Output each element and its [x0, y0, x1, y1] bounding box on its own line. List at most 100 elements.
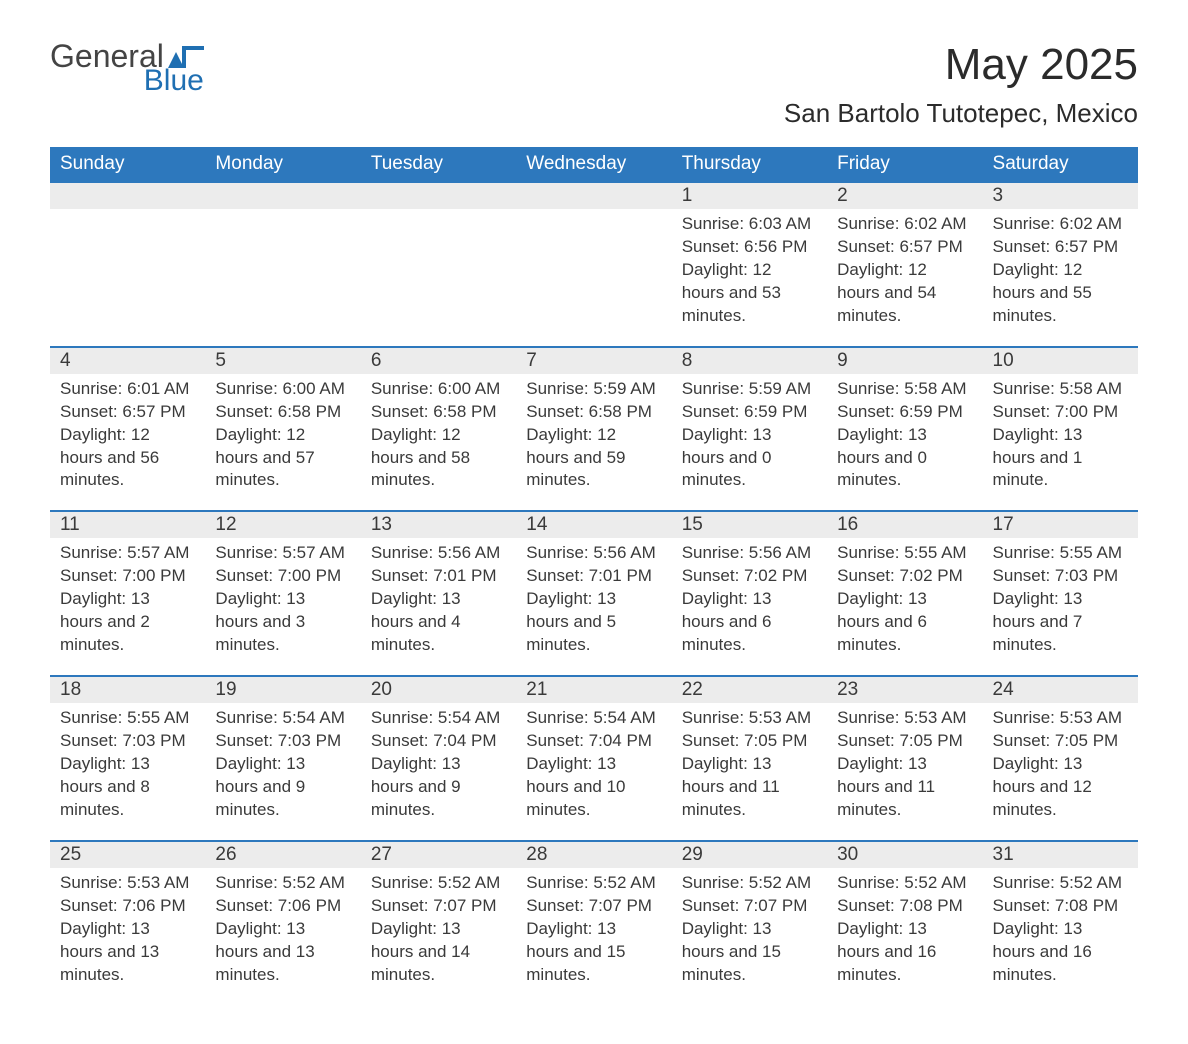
logo-word-blue: Blue	[50, 66, 204, 96]
sunset-text: Sunset: 7:05 PM	[993, 730, 1128, 753]
day-number-cell: 8	[672, 347, 827, 374]
day-number-cell: 3	[983, 182, 1138, 209]
sunrise-text: Sunrise: 5:53 AM	[837, 707, 972, 730]
calendar-body: 123Sunrise: 6:03 AMSunset: 6:56 PMDaylig…	[50, 182, 1138, 1004]
daynum-row: 11121314151617	[50, 511, 1138, 538]
sunrise-text: Sunrise: 6:02 AM	[837, 213, 972, 236]
day-detail-cell: Sunrise: 5:52 AMSunset: 7:07 PMDaylight:…	[516, 868, 671, 1005]
sunrise-text: Sunrise: 5:58 AM	[993, 378, 1128, 401]
sunrise-text: Sunrise: 6:01 AM	[60, 378, 195, 401]
sunrise-text: Sunrise: 5:52 AM	[682, 872, 817, 895]
sunrise-text: Sunrise: 5:55 AM	[60, 707, 195, 730]
day-detail-cell: Sunrise: 5:59 AMSunset: 6:58 PMDaylight:…	[516, 374, 671, 512]
day-number-cell: 17	[983, 511, 1138, 538]
day-number-cell: 6	[361, 347, 516, 374]
daylight-text: Daylight: 12 hours and 55 minutes.	[993, 259, 1128, 328]
day-detail-cell: Sunrise: 6:02 AMSunset: 6:57 PMDaylight:…	[827, 209, 982, 347]
daylight-text: Daylight: 13 hours and 7 minutes.	[993, 588, 1128, 657]
sunrise-text: Sunrise: 5:52 AM	[215, 872, 350, 895]
day-detail-cell: Sunrise: 6:02 AMSunset: 6:57 PMDaylight:…	[983, 209, 1138, 347]
sunset-text: Sunset: 7:07 PM	[371, 895, 506, 918]
sunrise-text: Sunrise: 5:52 AM	[837, 872, 972, 895]
daynum-row: 25262728293031	[50, 841, 1138, 868]
sunset-text: Sunset: 7:03 PM	[60, 730, 195, 753]
day-number-cell: 5	[205, 347, 360, 374]
daynum-row: 18192021222324	[50, 676, 1138, 703]
daylight-text: Daylight: 13 hours and 8 minutes.	[60, 753, 195, 822]
day-number-cell: 19	[205, 676, 360, 703]
day-detail-cell: Sunrise: 5:58 AMSunset: 6:59 PMDaylight:…	[827, 374, 982, 512]
day-number-cell: 9	[827, 347, 982, 374]
sunset-text: Sunset: 7:05 PM	[682, 730, 817, 753]
day-number-cell	[361, 182, 516, 209]
day-detail-cell	[50, 209, 205, 347]
sunset-text: Sunset: 7:00 PM	[215, 565, 350, 588]
day-number-cell: 11	[50, 511, 205, 538]
day-detail-cell: Sunrise: 5:52 AMSunset: 7:06 PMDaylight:…	[205, 868, 360, 1005]
day-detail-cell: Sunrise: 6:01 AMSunset: 6:57 PMDaylight:…	[50, 374, 205, 512]
daylight-text: Daylight: 13 hours and 16 minutes.	[837, 918, 972, 987]
sunrise-text: Sunrise: 5:54 AM	[526, 707, 661, 730]
daylight-text: Daylight: 12 hours and 59 minutes.	[526, 424, 661, 493]
daylight-text: Daylight: 13 hours and 15 minutes.	[526, 918, 661, 987]
calendar-table: Sunday Monday Tuesday Wednesday Thursday…	[50, 147, 1138, 1004]
sunrise-text: Sunrise: 5:52 AM	[993, 872, 1128, 895]
day-detail-cell: Sunrise: 5:57 AMSunset: 7:00 PMDaylight:…	[50, 538, 205, 676]
daylight-text: Daylight: 13 hours and 10 minutes.	[526, 753, 661, 822]
sunset-text: Sunset: 7:08 PM	[837, 895, 972, 918]
day-number-cell: 24	[983, 676, 1138, 703]
daylight-text: Daylight: 12 hours and 56 minutes.	[60, 424, 195, 493]
day-detail-cell: Sunrise: 5:53 AMSunset: 7:05 PMDaylight:…	[827, 703, 982, 841]
day-detail-cell: Sunrise: 6:00 AMSunset: 6:58 PMDaylight:…	[205, 374, 360, 512]
sunset-text: Sunset: 7:06 PM	[60, 895, 195, 918]
day-number-cell: 31	[983, 841, 1138, 868]
daylight-text: Daylight: 12 hours and 57 minutes.	[215, 424, 350, 493]
sunset-text: Sunset: 7:02 PM	[682, 565, 817, 588]
sunrise-text: Sunrise: 5:55 AM	[837, 542, 972, 565]
title-block: May 2025 San Bartolo Tutotepec, Mexico	[784, 40, 1138, 129]
day-detail-cell: Sunrise: 5:57 AMSunset: 7:00 PMDaylight:…	[205, 538, 360, 676]
day-detail-cell: Sunrise: 5:55 AMSunset: 7:02 PMDaylight:…	[827, 538, 982, 676]
sunset-text: Sunset: 7:07 PM	[526, 895, 661, 918]
day-detail-cell: Sunrise: 5:52 AMSunset: 7:07 PMDaylight:…	[361, 868, 516, 1005]
day-detail-cell: Sunrise: 5:55 AMSunset: 7:03 PMDaylight:…	[50, 703, 205, 841]
day-detail-cell: Sunrise: 5:53 AMSunset: 7:05 PMDaylight:…	[983, 703, 1138, 841]
detail-row: Sunrise: 5:53 AMSunset: 7:06 PMDaylight:…	[50, 868, 1138, 1005]
sunrise-text: Sunrise: 5:57 AM	[215, 542, 350, 565]
day-detail-cell: Sunrise: 5:53 AMSunset: 7:06 PMDaylight:…	[50, 868, 205, 1005]
sunrise-text: Sunrise: 6:00 AM	[371, 378, 506, 401]
sunrise-text: Sunrise: 5:54 AM	[215, 707, 350, 730]
day-number-cell: 2	[827, 182, 982, 209]
weekday-header: Saturday	[983, 147, 1138, 182]
daylight-text: Daylight: 13 hours and 6 minutes.	[837, 588, 972, 657]
day-number-cell: 4	[50, 347, 205, 374]
sunrise-text: Sunrise: 5:57 AM	[60, 542, 195, 565]
daylight-text: Daylight: 13 hours and 1 minute.	[993, 424, 1128, 493]
sunset-text: Sunset: 6:59 PM	[682, 401, 817, 424]
day-detail-cell: Sunrise: 5:58 AMSunset: 7:00 PMDaylight:…	[983, 374, 1138, 512]
weekday-row: Sunday Monday Tuesday Wednesday Thursday…	[50, 147, 1138, 182]
sunset-text: Sunset: 7:04 PM	[371, 730, 506, 753]
day-number-cell: 12	[205, 511, 360, 538]
day-number-cell: 15	[672, 511, 827, 538]
day-number-cell: 27	[361, 841, 516, 868]
sunset-text: Sunset: 7:00 PM	[993, 401, 1128, 424]
day-number-cell	[516, 182, 671, 209]
daylight-text: Daylight: 13 hours and 3 minutes.	[215, 588, 350, 657]
calendar-head: Sunday Monday Tuesday Wednesday Thursday…	[50, 147, 1138, 182]
daylight-text: Daylight: 13 hours and 9 minutes.	[371, 753, 506, 822]
day-detail-cell: Sunrise: 5:52 AMSunset: 7:07 PMDaylight:…	[672, 868, 827, 1005]
sunset-text: Sunset: 6:57 PM	[60, 401, 195, 424]
daylight-text: Daylight: 13 hours and 13 minutes.	[215, 918, 350, 987]
sunset-text: Sunset: 7:06 PM	[215, 895, 350, 918]
day-number-cell: 23	[827, 676, 982, 703]
month-title: May 2025	[784, 40, 1138, 90]
day-number-cell: 14	[516, 511, 671, 538]
detail-row: Sunrise: 6:01 AMSunset: 6:57 PMDaylight:…	[50, 374, 1138, 512]
sunrise-text: Sunrise: 5:59 AM	[526, 378, 661, 401]
day-number-cell: 13	[361, 511, 516, 538]
sunset-text: Sunset: 7:02 PM	[837, 565, 972, 588]
day-detail-cell: Sunrise: 6:00 AMSunset: 6:58 PMDaylight:…	[361, 374, 516, 512]
day-number-cell: 7	[516, 347, 671, 374]
day-detail-cell: Sunrise: 5:59 AMSunset: 6:59 PMDaylight:…	[672, 374, 827, 512]
